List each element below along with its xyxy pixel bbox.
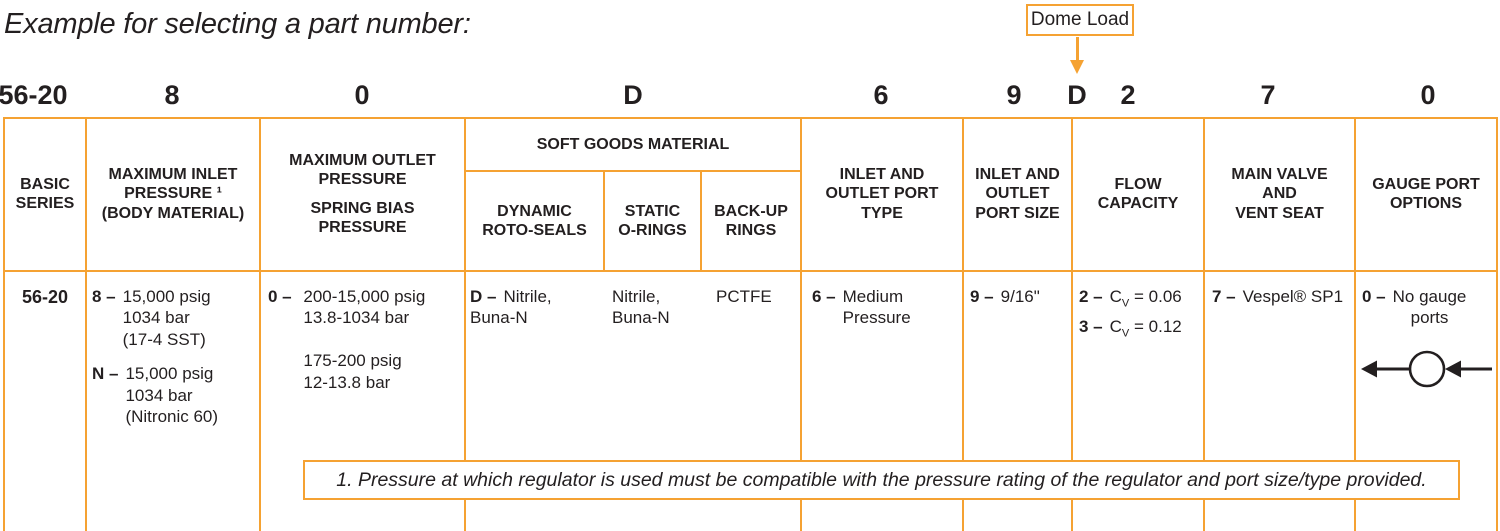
- cell-back-up-rings: PCTFE: [716, 286, 772, 307]
- grid-vline: [1203, 117, 1205, 531]
- header-max-outlet-pressure: MAXIMUM OUTLET PRESSURE SPRING BIAS PRES…: [289, 151, 436, 237]
- option-text: 9/16": [1000, 287, 1040, 306]
- header-main-valve-vent-seat: MAIN VALVE AND VENT SEAT: [1231, 166, 1328, 222]
- grid-vline-subcolumn: [700, 170, 702, 272]
- cell-flow-capacity: 2 – CV = 0.06 3 – CV = 0.12: [1079, 286, 1182, 340]
- flow-option: 2 – CV = 0.06: [1079, 286, 1182, 310]
- inlet-option: N – 15,000 psig 1034 bar (Nitronic 60): [92, 363, 218, 427]
- option-code: 7 –: [1212, 287, 1236, 306]
- dome-load-label: Dome Load: [1030, 9, 1130, 30]
- table-top-border: [3, 117, 1498, 119]
- port-size-option: 9 – 9/16": [970, 286, 1040, 307]
- part-code-soft-goods: D: [623, 80, 643, 110]
- grid-vline: [1354, 117, 1356, 531]
- part-code-inlet-pressure: 8: [164, 80, 180, 110]
- cell-basic-series: 56-20: [3, 286, 87, 309]
- basic-series-value: 56-20: [21, 287, 69, 307]
- grid-vline: [1071, 117, 1073, 531]
- footnote-box: 1. Pressure at which regulator is used m…: [303, 460, 1460, 500]
- dome-load-arrow-line: [1076, 37, 1079, 61]
- part-code-main-valve: 7: [1260, 80, 1276, 110]
- grid-vline: [1496, 117, 1498, 531]
- port-type-option: 6 – Medium Pressure: [812, 286, 911, 329]
- option-code: 8 –: [92, 287, 116, 306]
- cell-dynamic-roto-seals: D – Nitrile, Buna-N: [470, 286, 552, 329]
- option-text: 200-15,000 psig 13.8-1034 bar 175-200 ps…: [303, 287, 426, 392]
- header-dynamic-roto-seals: DYNAMIC ROTO-SEALS: [482, 202, 587, 239]
- part-code-gauge-port: 0: [1420, 80, 1436, 110]
- option-code: 2 –: [1079, 287, 1103, 306]
- dome-load-arrow-icon: [1070, 60, 1084, 74]
- part-code-port-type: 6: [873, 80, 889, 110]
- header-back-up-rings: BACK-UP RINGS: [714, 202, 788, 239]
- cell-main-valve: 7 – Vespel® SP1: [1212, 286, 1343, 307]
- flow-option: 3 – CV = 0.12: [1079, 316, 1182, 340]
- option-code: 0 –: [268, 287, 297, 306]
- header-static-o-rings: STATIC O-RINGS: [618, 202, 687, 239]
- part-code-basic-series: 56-20: [0, 80, 68, 110]
- outlet-option: 0 – 200-15,000 psig 13.8-1034 bar 175-20…: [268, 286, 425, 393]
- back-up-rings-value: PCTFE: [716, 287, 772, 306]
- cell-static-o-rings: Nitrile, Buna-N: [612, 286, 670, 329]
- header-basic-series: BASIC SERIES: [15, 175, 75, 212]
- grid-vline-subcolumn: [603, 170, 605, 272]
- option-text: Vespel® SP1: [1242, 287, 1344, 306]
- grid-vline: [3, 117, 5, 531]
- cell-max-outlet-pressure: 0 – 200-15,000 psig 13.8-1034 bar 175-20…: [268, 286, 425, 393]
- option-text-continued: Buna-N: [470, 308, 528, 328]
- option-code: 9 –: [970, 287, 994, 306]
- inlet-option: 8 – 15,000 psig 1034 bar (17-4 SST): [92, 286, 218, 350]
- dome-load-callout: Dome Load: [1026, 4, 1134, 36]
- part-code-outlet-pressure: 0: [354, 80, 370, 110]
- soft-goods-option: D – Nitrile,: [470, 286, 552, 307]
- header-gauge-port-options: GAUGE PORT OPTIONS: [1372, 175, 1480, 212]
- grid-vline: [800, 117, 802, 531]
- footnote-text: 1. Pressure at which regulator is used m…: [336, 468, 1427, 491]
- option-text: 15,000 psig 1034 bar (17-4 SST): [122, 287, 211, 349]
- header-flow-capacity: FLOW CAPACITY: [1097, 175, 1179, 212]
- gauge-port-option: 0 – No gauge ports: [1362, 286, 1466, 329]
- grid-vline: [962, 117, 964, 531]
- main-valve-option: 7 – Vespel® SP1: [1212, 286, 1343, 307]
- option-text: No gauge ports: [1392, 287, 1467, 328]
- table-header-divider: [3, 270, 1498, 272]
- part-code-flow-capacity: 2: [1120, 80, 1136, 110]
- part-code-port-size: 9: [1006, 80, 1022, 110]
- header-soft-goods-material: SOFT GOODS MATERIAL: [536, 135, 730, 153]
- grid-vline: [259, 117, 261, 531]
- option-text: 15,000 psig 1034 bar (Nitronic 60): [125, 364, 219, 427]
- cell-port-size: 9 – 9/16": [970, 286, 1040, 307]
- cell-port-type: 6 – Medium Pressure: [812, 286, 911, 329]
- cell-gauge-port: 0 – No gauge ports: [1362, 286, 1466, 329]
- option-text: Nitrile,: [503, 287, 552, 306]
- static-o-rings-value: Nitrile, Buna-N: [612, 287, 670, 328]
- page-title: Example for selecting a part number:: [4, 8, 471, 40]
- option-text: CV = 0.12: [1109, 317, 1182, 340]
- header-inlet-outlet-port-type: INLET AND OUTLET PORT TYPE: [825, 166, 939, 222]
- soft-goods-split-line: [464, 170, 802, 172]
- option-code: 6 –: [812, 287, 836, 306]
- no-gauge-ports-symbol-icon: [1361, 350, 1492, 388]
- option-code: N –: [92, 364, 119, 384]
- option-code: 3 –: [1079, 317, 1103, 337]
- part-code-dome-load: D: [1067, 80, 1087, 110]
- header-max-inlet-pressure: MAXIMUM INLET PRESSURE ¹ (BODY MATERIAL): [101, 166, 245, 222]
- grid-vline: [85, 117, 87, 531]
- grid-vline: [464, 117, 466, 531]
- option-code: 0 –: [1362, 287, 1386, 306]
- option-text: Medium Pressure: [842, 287, 911, 328]
- header-inlet-outlet-port-size: INLET AND OUTLET PORT SIZE: [975, 166, 1060, 222]
- option-text: CV = 0.06: [1109, 287, 1182, 310]
- option-code: D –: [470, 287, 497, 306]
- cell-max-inlet-pressure: 8 – 15,000 psig 1034 bar (17-4 SST) N – …: [92, 286, 218, 427]
